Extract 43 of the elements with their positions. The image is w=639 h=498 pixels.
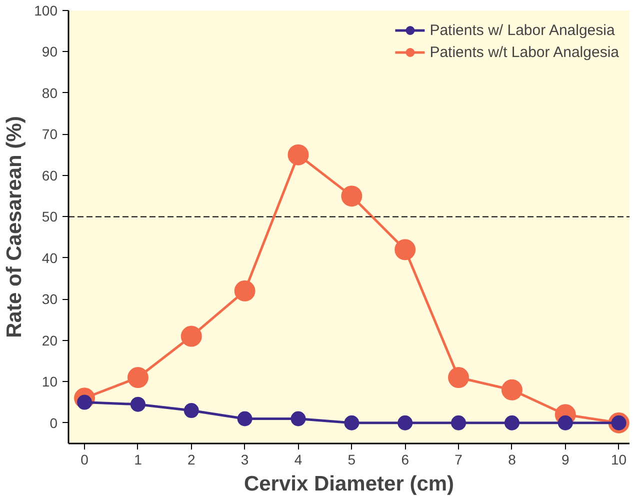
point [344, 415, 360, 430]
x-tick-label: 0 [80, 452, 89, 468]
point [234, 280, 256, 302]
point [341, 186, 362, 207]
y-tick-label: 60 [42, 167, 58, 184]
x-tick-label: 6 [401, 452, 410, 468]
x-tick-label: 8 [508, 452, 516, 468]
y-tick-label: 50 [42, 208, 58, 225]
x-axis-title: Cervix Diameter (cm) [244, 472, 454, 496]
point [394, 239, 416, 260]
y-tick-label: 40 [42, 250, 58, 266]
x-tick-label: 10 [611, 452, 627, 468]
x-tick-label: 3 [240, 452, 249, 468]
y-tick-label: 80 [42, 84, 58, 101]
y-tick-label: 10 [42, 374, 58, 390]
point [180, 326, 202, 347]
x-tick-label: 5 [348, 452, 356, 468]
x-tick-label: 9 [561, 452, 570, 468]
x-tick-label: 7 [454, 452, 463, 468]
x-tick-label: 4 [294, 452, 302, 468]
y-tick-label: 100 [34, 2, 58, 18]
y-tick-label: 20 [42, 332, 58, 348]
y-tick-label: 30 [42, 291, 58, 308]
legend-label: Patients w/ Labor Analgesia [430, 22, 615, 38]
x-tick-label: 1 [134, 452, 142, 468]
point [288, 144, 309, 166]
x-tick-label: 2 [187, 452, 196, 468]
point [451, 415, 466, 430]
y-tick-label: 0 [50, 414, 58, 431]
point [127, 367, 148, 388]
point [448, 367, 470, 388]
point [558, 415, 573, 430]
y-tick-label: 70 [42, 126, 58, 142]
y-axis-title: Rate of Caesarean (%) [3, 116, 26, 338]
y-tick-label: 90 [42, 44, 58, 60]
point [398, 415, 413, 430]
legend-label: Patients w/t Labor Analgesia [430, 44, 619, 60]
point [501, 379, 522, 400]
point [184, 403, 199, 418]
point [130, 396, 146, 412]
point [290, 411, 306, 426]
point [504, 415, 520, 430]
point [237, 411, 252, 426]
